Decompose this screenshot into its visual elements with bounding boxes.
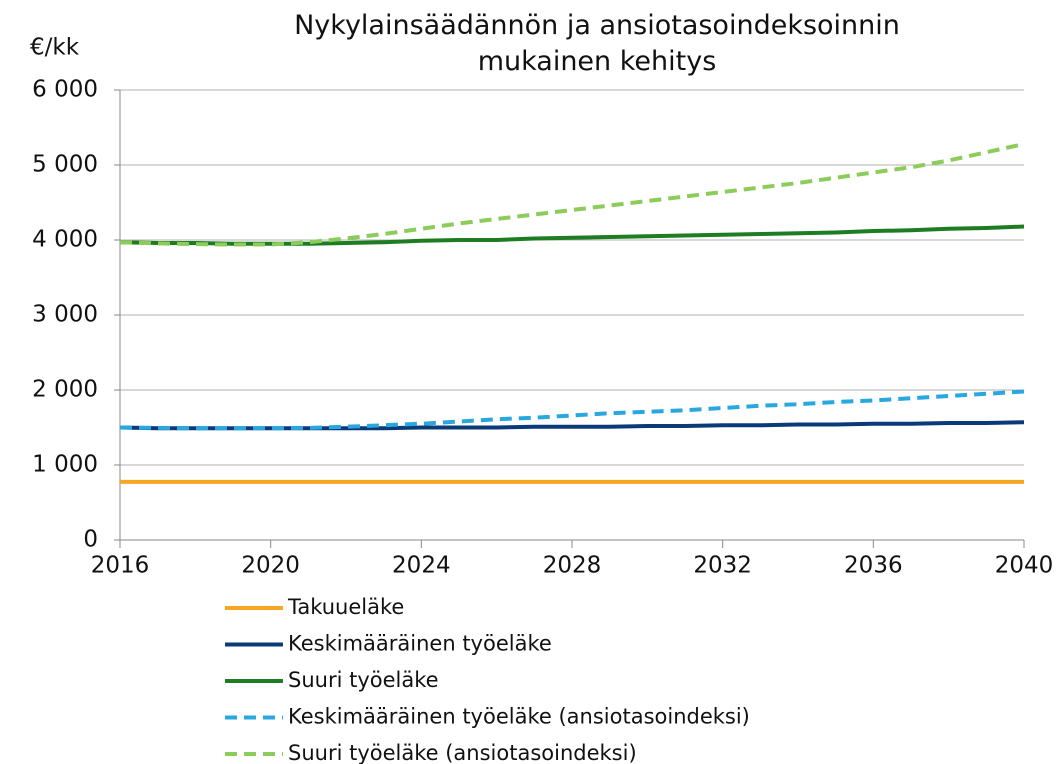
y-tick-label: 4 000 (32, 227, 98, 253)
y-tick-label: 0 (83, 527, 98, 553)
x-tick-label: 2028 (543, 553, 602, 579)
x-tick-label: 2020 (241, 553, 300, 579)
y-tick-label: 5 000 (32, 152, 98, 178)
chart-title: Nykylainsäädännön ja ansiotasoindeksoinn… (294, 10, 900, 77)
legend-label: Suuri työeläke (288, 668, 439, 692)
y-tick-label: 2 000 (32, 377, 98, 403)
x-tick-label: 2040 (995, 553, 1054, 579)
legend-label: Keskimääräinen työeläke (288, 632, 552, 656)
x-tick-label: 2036 (844, 553, 903, 579)
y-tick-label: 6 000 (32, 77, 98, 103)
y-tick-label: 3 000 (32, 302, 98, 328)
x-tick-label: 2032 (693, 553, 752, 579)
series-line (119, 224, 1025, 246)
y-axis-label: €/kk (30, 35, 80, 61)
x-tick-label: 2024 (392, 553, 451, 579)
legend-label: Suuri työeläke (ansiotasoindeksi) (288, 741, 637, 764)
y-tick-label: 1 000 (32, 452, 98, 478)
legend-label: Keskimääräinen työeläke (ansiotasoindeks… (288, 705, 750, 729)
legend-label: Takuueläke (287, 595, 404, 619)
series-line (119, 420, 1025, 431)
x-tick-label: 2016 (91, 553, 150, 579)
